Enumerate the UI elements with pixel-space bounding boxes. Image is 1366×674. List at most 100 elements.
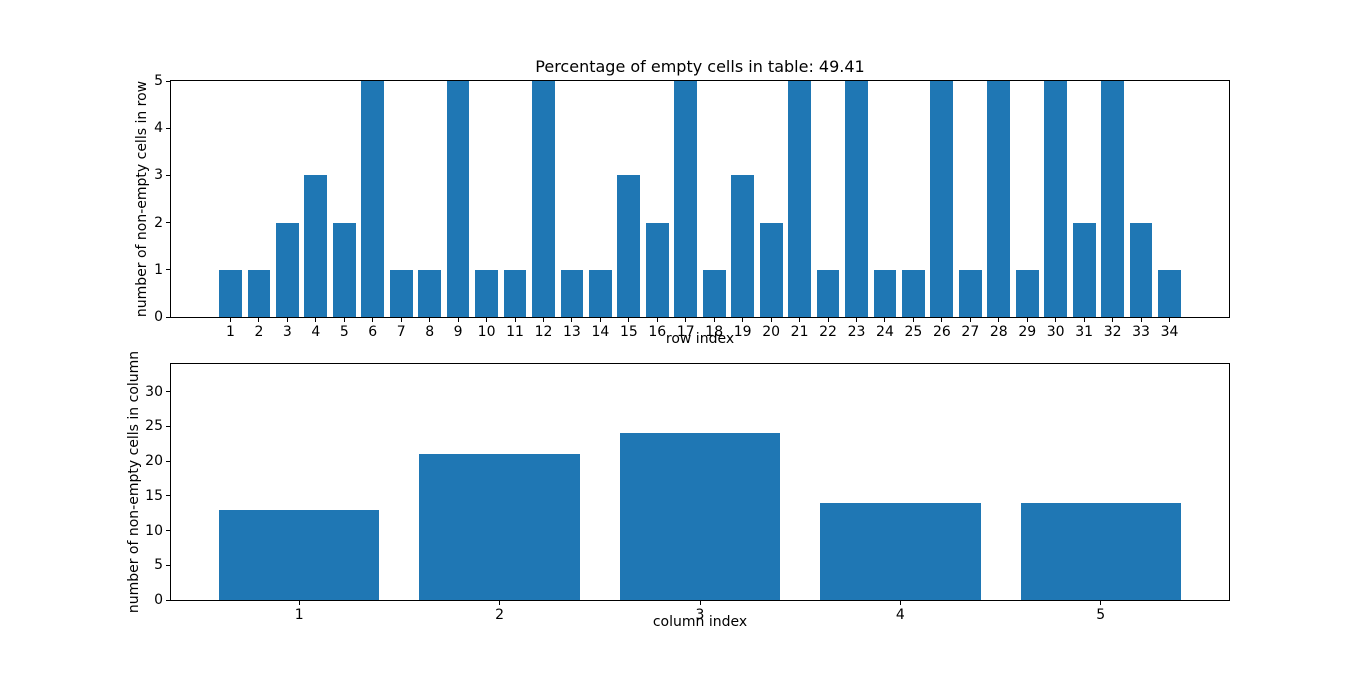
x-tick-label: 30 [1046,324,1065,340]
x-tick-label: 6 [368,324,378,340]
bar [304,175,328,317]
bar [987,81,1011,317]
y-tick-label: 0 [154,309,163,325]
y-tick-mark [166,174,170,176]
bar [845,81,868,317]
bar [219,269,242,317]
x-tick-label: 32 [1103,324,1122,340]
x-tick-mark [742,318,744,322]
bar [674,81,698,317]
x-tick-mark [400,318,402,322]
x-tick-mark [969,318,971,322]
x-tick-label: 23 [847,324,866,340]
x-axis-label: column index [652,614,748,630]
bar [247,269,271,317]
x-tick-label: 17 [676,324,695,340]
x-tick-label: 24 [876,324,894,340]
x-tick-mark [486,318,488,322]
plot-area: 1 2 3 4 5 0 5 10 15 20 25 30 [145,363,1230,622]
bar [902,269,925,317]
x-tick-mark [514,318,516,322]
x-tick-label: 14 [591,324,610,340]
y-tick-label: 20 [145,453,163,470]
x-tick-label: 4 [895,607,905,623]
x-tick-label: 31 [1075,324,1094,340]
y-tick-label: 10 [145,522,163,539]
x-tick-mark [827,318,829,322]
y-tick-mark [166,127,170,129]
x-tick-label: 3 [282,324,292,340]
x-tick-mark [628,318,630,322]
x-tick-mark [542,318,544,322]
bar [418,269,442,317]
y-tick-label: 30 [145,383,163,400]
x-tick-label: 25 [904,324,923,340]
x-tick-label: 29 [1018,324,1037,340]
y-tick-label: 5 [154,73,163,89]
x-tick-label: 11 [506,324,524,340]
x-tick-mark [1112,318,1114,322]
x-tick-mark [457,318,459,322]
x-tick-label: 18 [705,324,724,340]
x-tick-mark [685,318,687,322]
y-tick-mark [166,495,170,497]
x-tick-mark [912,318,914,322]
x-tick-label: 2 [254,324,264,340]
x-tick-mark [258,318,260,322]
y-tick-label: 2 [154,214,163,231]
bar [702,269,726,317]
x-tick-label: 16 [648,324,667,340]
y-tick-mark [166,80,170,82]
bar [361,81,385,317]
bar [1072,222,1096,317]
x-tick-mark [1169,318,1171,322]
y-tick-mark [166,564,170,566]
x-tick-mark [343,318,345,322]
x-tick-mark [315,318,317,322]
bar [788,81,811,317]
y-tick-mark [166,222,170,224]
x-tick-label: 19 [733,324,752,340]
x-axis-label: row index [665,331,735,347]
bar [219,509,380,600]
bar [820,502,981,600]
x-tick-label: 3 [695,607,705,623]
bar [419,454,580,600]
bar [276,222,299,317]
bar [816,269,840,317]
x-tick-label: 2 [495,607,505,623]
x-tick-mark [372,318,374,322]
bar [560,269,584,317]
x-tick-mark [1055,318,1057,322]
bar [958,269,982,317]
bar [645,222,669,317]
x-tick-mark [856,318,857,322]
bar [503,269,527,317]
bar [589,269,612,317]
bar [532,81,555,317]
x-tick-mark [286,318,288,322]
x-tick-mark [229,318,231,322]
x-tick-mark [770,318,772,322]
bar [446,81,470,317]
x-tick-mark [998,318,1000,322]
y-tick-mark [166,599,170,601]
y-axis-label: number of non-empty cells in column [126,350,142,614]
x-tick-label: 27 [961,324,980,340]
bar [1015,269,1039,317]
x-tick-label: 1 [226,324,235,340]
y-tick-mark [166,269,170,271]
x-tick-mark [1140,318,1142,322]
x-tick-mark [499,601,501,605]
x-tick-mark [713,318,715,322]
x-tick-label: 20 [762,324,781,340]
bar [1101,81,1124,317]
y-tick-mark [166,391,170,393]
bar [759,222,783,317]
x-tick-label: 22 [819,324,837,340]
x-tick-mark [884,318,886,322]
bar [619,433,781,600]
x-tick-label: 1 [294,607,304,623]
